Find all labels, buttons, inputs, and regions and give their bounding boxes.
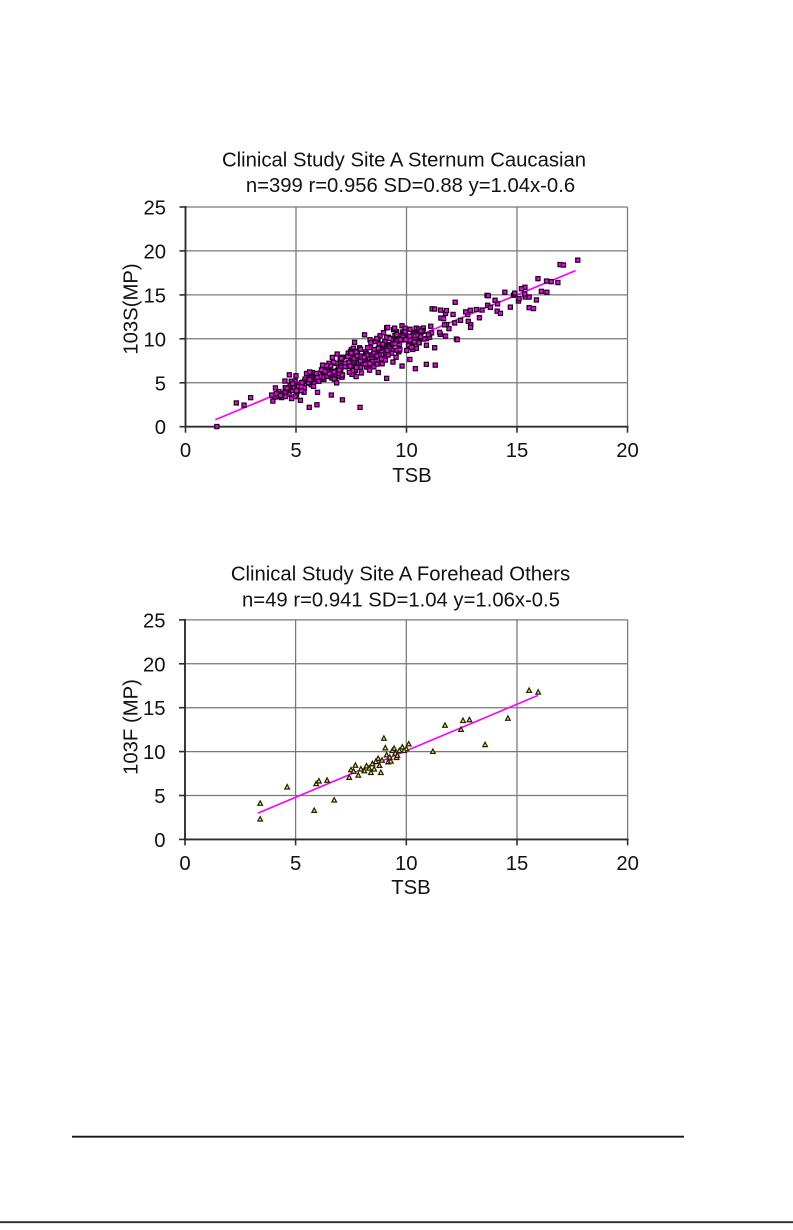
svg-text:n=49 r=0.941 SD=1.04 y=1.06x-0: n=49 r=0.941 SD=1.04 y=1.06x-0.5: [242, 590, 560, 612]
svg-text:5: 5: [290, 440, 301, 462]
svg-text:5: 5: [290, 853, 301, 875]
svg-text:TSB: TSB: [392, 465, 431, 487]
svg-text:20: 20: [143, 654, 166, 676]
svg-text:20: 20: [616, 440, 639, 462]
svg-text:103S(MP): 103S(MP): [121, 263, 143, 354]
svg-text:Clinical Study Site A Forehead: Clinical Study Site A Forehead Others: [231, 564, 570, 586]
svg-text:10: 10: [143, 742, 166, 764]
svg-text:10: 10: [395, 440, 418, 462]
svg-text:10: 10: [143, 329, 166, 351]
svg-text:Clinical Study Site A Sternum: Clinical Study Site A Sternum Caucasian: [222, 150, 586, 172]
svg-text:25: 25: [143, 610, 166, 632]
svg-text:0: 0: [179, 853, 190, 875]
svg-text:15: 15: [506, 440, 529, 462]
svg-text:5: 5: [154, 786, 165, 808]
svg-text:0: 0: [180, 440, 191, 462]
svg-text:TSB: TSB: [391, 877, 430, 899]
svg-text:0: 0: [154, 830, 165, 852]
svg-text:25: 25: [143, 198, 166, 220]
svg-text:15: 15: [143, 285, 166, 307]
svg-text:15: 15: [506, 853, 529, 875]
svg-text:0: 0: [155, 417, 166, 439]
svg-text:20: 20: [616, 853, 639, 875]
svg-text:n=399 r=0.956 SD=0.88 y=1.04x-: n=399 r=0.956 SD=0.88 y=1.04x-0.6: [246, 175, 575, 197]
svg-text:5: 5: [155, 373, 166, 395]
svg-text:15: 15: [143, 698, 166, 720]
svg-text:10: 10: [395, 853, 418, 875]
svg-text:103F (MP): 103F (MP): [121, 679, 143, 775]
svg-text:20: 20: [143, 241, 166, 263]
